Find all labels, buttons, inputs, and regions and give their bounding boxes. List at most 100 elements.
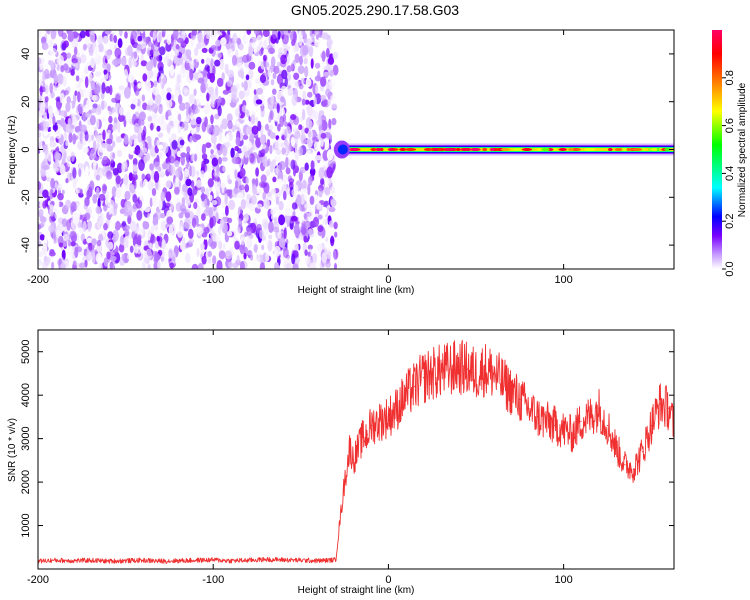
noise-cell	[226, 113, 233, 123]
noise-cell	[49, 188, 54, 200]
noise-cell	[133, 51, 138, 59]
noise-cell	[142, 73, 148, 82]
snr-point	[545, 420, 547, 422]
noise-cell	[61, 218, 68, 228]
noise-cell	[226, 79, 232, 87]
noise-cell	[38, 259, 42, 266]
noise-cell	[204, 64, 210, 71]
noise-cell	[325, 88, 331, 97]
noise-cell	[62, 63, 69, 71]
noise-cell	[259, 74, 267, 84]
noise-cell	[317, 225, 324, 233]
noise-cell	[261, 244, 265, 251]
noise-cell	[214, 113, 220, 120]
snr-point	[107, 560, 109, 562]
noise-cell	[262, 155, 268, 168]
noise-cell	[278, 160, 286, 171]
noise-cell	[116, 149, 123, 158]
snr-point	[475, 372, 477, 375]
noise-cell	[307, 120, 313, 129]
noise-cell	[78, 168, 82, 178]
noise-cell	[174, 176, 180, 187]
noise-cell	[333, 221, 338, 230]
noise-cell	[191, 30, 198, 36]
noise-cell	[277, 231, 282, 240]
snr-point	[282, 559, 284, 561]
noise-cell	[98, 233, 104, 242]
noise-cell	[82, 43, 87, 51]
noise-cell	[65, 178, 69, 184]
noise-cell	[106, 63, 111, 72]
noise-cell	[315, 169, 319, 179]
noise-cell	[137, 234, 142, 241]
noise-cell	[191, 133, 199, 143]
noise-cell	[211, 157, 219, 167]
noise-cell	[317, 243, 323, 252]
noise-cell	[272, 176, 277, 183]
noise-cell	[207, 86, 214, 95]
noise-cell	[191, 263, 199, 269]
noise-cell	[130, 30, 137, 40]
snr-point	[90, 559, 92, 561]
noise-cell	[310, 160, 315, 171]
noise-cell	[302, 45, 309, 56]
noise-cell	[278, 237, 286, 248]
noise-cell	[145, 61, 153, 72]
noise-cell	[133, 79, 138, 86]
noise-cell	[273, 216, 278, 225]
noise-cell	[150, 234, 156, 244]
noise-cell	[130, 103, 136, 110]
snr-point	[379, 420, 381, 422]
noise-cell	[270, 94, 275, 105]
noise-cell	[323, 71, 330, 77]
noise-cell	[69, 230, 76, 236]
noise-cell	[299, 55, 303, 66]
signal-peak	[631, 148, 643, 151]
noise-cell	[111, 255, 117, 262]
noise-cell	[118, 114, 125, 122]
noise-cell	[175, 44, 180, 50]
noise-cell	[74, 90, 78, 96]
noise-cell	[48, 224, 54, 233]
noise-cell	[133, 257, 139, 269]
signal-peak	[482, 148, 488, 151]
noise-cell	[103, 223, 108, 231]
noise-cell	[248, 45, 254, 57]
noise-cell	[304, 65, 309, 78]
noise-cell	[248, 141, 253, 149]
noise-cell	[314, 75, 322, 82]
noise-cell	[151, 168, 155, 181]
noise-cell	[152, 70, 159, 79]
noise-cell	[205, 142, 212, 149]
noise-cell	[87, 220, 92, 232]
noise-cell	[277, 123, 281, 132]
noise-cell	[300, 224, 308, 235]
noise-cell	[114, 103, 121, 115]
noise-cell	[104, 30, 112, 35]
noise-cell	[296, 257, 301, 263]
noise-cell	[272, 72, 277, 80]
noise-cell	[301, 108, 306, 121]
noise-cell	[276, 103, 280, 114]
signal-peak	[626, 148, 631, 151]
snr-point	[247, 559, 249, 561]
noise-cell	[150, 122, 154, 131]
noise-cell	[320, 177, 325, 186]
noise-cell	[79, 54, 87, 64]
noise-cell	[118, 58, 123, 65]
noise-cell	[58, 242, 64, 248]
colorbar-tick-label: 0.2	[724, 214, 736, 229]
noise-cell	[54, 198, 60, 210]
noise-cell	[133, 149, 141, 155]
noise-cell	[262, 30, 270, 37]
noise-cell	[326, 149, 334, 161]
noise-cell	[38, 131, 42, 138]
noise-cell	[294, 80, 300, 88]
snr-point	[387, 416, 389, 418]
noise-cell	[265, 169, 271, 177]
noise-cell	[225, 205, 229, 216]
noise-cell	[253, 243, 258, 253]
noise-cell	[231, 54, 237, 66]
noise-cell	[239, 261, 245, 269]
noise-cell	[109, 218, 116, 230]
